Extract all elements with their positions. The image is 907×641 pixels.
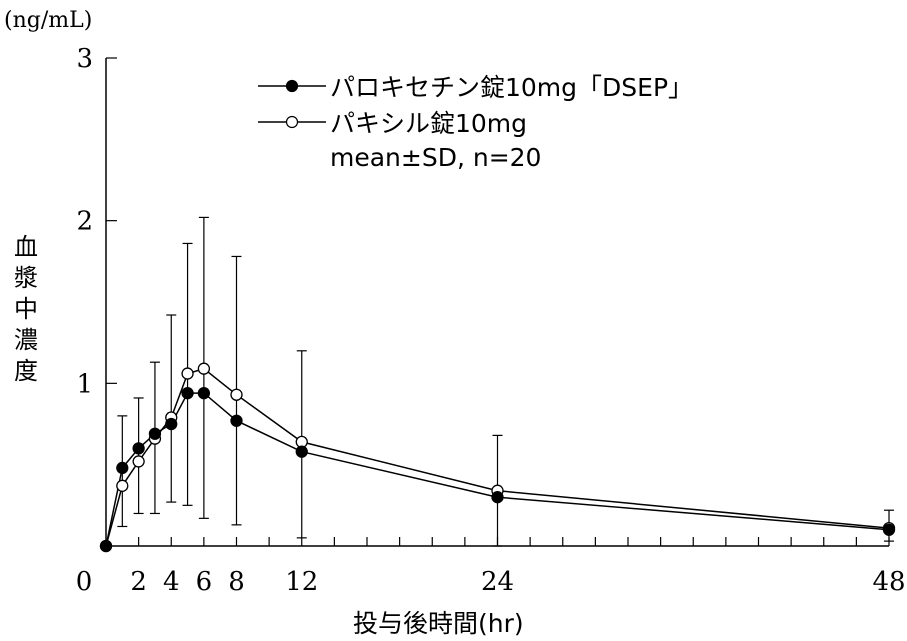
y-axis-title-char: 度 <box>14 357 38 385</box>
series-0-point <box>230 414 243 427</box>
x-tick-label: 0 <box>76 567 93 597</box>
y-axis-title-char: 漿 <box>14 264 38 292</box>
series-0-point <box>116 461 129 475</box>
legend-note: mean±SD, n=20 <box>330 143 542 172</box>
series-1-point <box>181 367 194 380</box>
y-unit-label: (ng/mL) <box>4 8 93 33</box>
y-axis-title: 血漿中濃度 <box>8 232 44 387</box>
y-tick-label: 1 <box>76 369 93 399</box>
x-tick-label: 12 <box>285 567 318 597</box>
y-axis-title-char: 濃 <box>14 326 38 354</box>
x-tick-label: 4 <box>163 567 180 597</box>
legend-filled-marker-icon <box>258 79 326 93</box>
series-0-point <box>132 442 145 455</box>
x-tick-label: 6 <box>196 567 213 597</box>
series-1-point <box>197 362 211 375</box>
y-tick-label: 3 <box>76 44 93 74</box>
y-tick-label: 2 <box>76 207 93 237</box>
series-points <box>99 362 896 553</box>
series-1-point <box>116 479 129 492</box>
y-axis-title-char: 血 <box>14 233 38 261</box>
legend-label-paxil: パキシル錠10mg <box>330 109 528 138</box>
x-tick-label: 8 <box>228 567 245 597</box>
series-0-point <box>99 539 113 553</box>
legend-entry-dsep: パロキセチン錠10mg「DSEP」 <box>258 68 693 104</box>
series-0-point <box>491 491 504 504</box>
series-1-point <box>230 388 243 401</box>
x-tick-label: 24 <box>481 567 514 597</box>
legend-open-marker-icon <box>258 115 326 129</box>
series-0-point <box>882 523 896 536</box>
series-0-point <box>197 386 211 400</box>
series-0-point <box>181 386 194 400</box>
y-axis-title-char: 中 <box>14 295 38 323</box>
series-0-point <box>295 445 308 458</box>
axes <box>105 57 890 547</box>
x-tick-label: 48 <box>872 567 905 597</box>
series-0-point <box>165 417 178 431</box>
series-0-point <box>148 427 162 440</box>
legend: パロキセチン錠10mg「DSEP」 パキシル錠10mg mean±SD, n=2… <box>258 68 693 176</box>
x-axis-title: 投与後時間(hr) <box>353 609 524 638</box>
x-tick-label: 2 <box>130 567 147 597</box>
series-1-point <box>132 455 145 468</box>
legend-entry-paxil: パキシル錠10mg <box>258 104 693 140</box>
legend-label-dsep: パロキセチン錠10mg「DSEP」 <box>330 73 694 102</box>
error-bars <box>117 216 894 547</box>
